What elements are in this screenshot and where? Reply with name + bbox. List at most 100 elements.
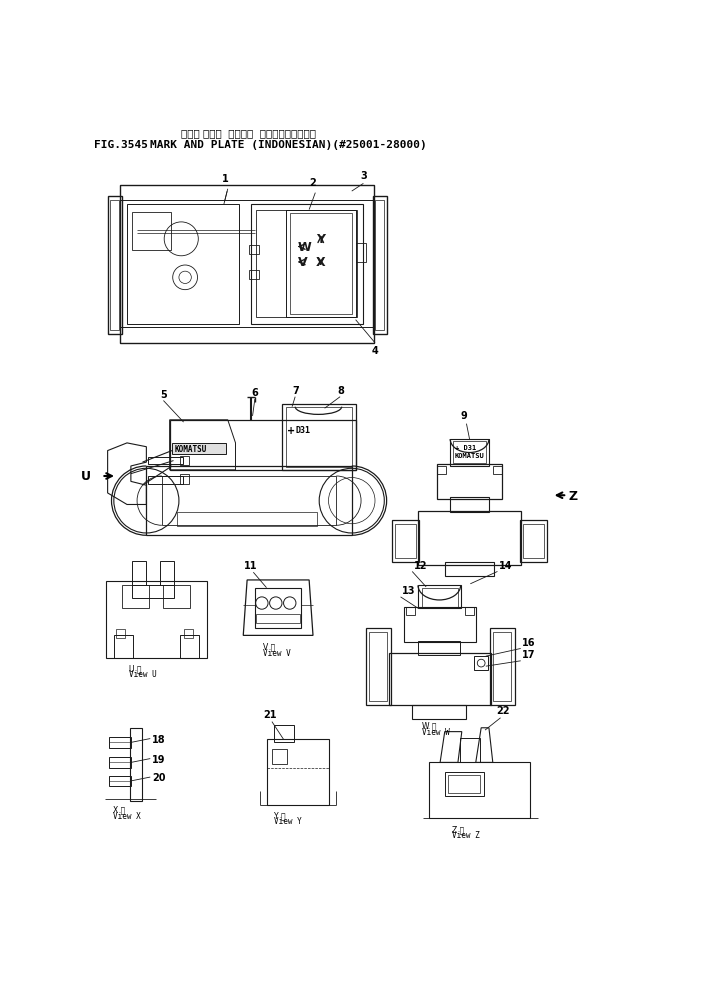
Bar [369,632,388,701]
Bar [148,457,183,465]
Bar [272,749,287,764]
Text: Y 見: Y 見 [274,810,286,819]
Text: X: X [316,256,325,269]
Text: View V: View V [263,648,290,657]
Text: 18: 18 [152,734,165,744]
Bar [180,475,189,484]
Text: View X: View X [113,811,140,820]
Bar [419,586,461,609]
Text: 21: 21 [263,709,276,719]
Bar [120,186,374,202]
Text: MARK AND PLATE (INDONESIAN)(#25001-28000): MARK AND PLATE (INDONESIAN)(#25001-28000… [150,139,427,149]
Bar [120,328,374,343]
Bar [366,628,390,705]
Bar [437,465,502,499]
Bar [249,271,259,280]
Text: X 見: X 見 [113,805,125,814]
Bar [256,614,300,624]
Bar [373,198,387,334]
Text: 5: 5 [160,389,167,399]
Text: 19: 19 [152,754,165,764]
Bar [445,563,494,577]
Bar [474,657,488,670]
Bar [177,513,317,527]
Text: Y: Y [316,233,325,246]
Text: KOMATSU: KOMATSU [455,452,484,458]
Text: 4: 4 [371,346,378,356]
Bar [419,641,460,655]
Bar [131,585,174,599]
Bar [249,246,259,255]
Text: View Z: View Z [453,830,480,840]
Bar [412,705,467,719]
Bar [490,628,515,705]
Bar [520,521,547,563]
Bar [133,213,171,251]
Text: 20: 20 [152,772,165,782]
Text: V 見: V 見 [263,642,275,651]
Bar [180,456,189,465]
Text: U 見: U 見 [129,663,142,672]
Text: 17: 17 [522,650,536,660]
Bar [266,739,328,805]
Bar [356,244,366,263]
Bar [106,581,207,658]
Text: マーク オヨビ  プレート  （インドネシアコ）: マーク オヨビ プレート （インドネシアコ） [181,128,316,138]
Bar [121,585,149,608]
Bar [256,211,357,318]
Bar [392,521,419,563]
Text: View Y: View Y [274,816,302,825]
Bar [114,635,133,658]
Bar [131,562,145,585]
Text: U: U [80,470,90,483]
Bar [465,607,474,615]
Bar [172,443,226,455]
Text: Z 見: Z 見 [453,824,465,833]
Bar [255,588,301,628]
Text: 1: 1 [222,175,229,185]
Text: 14: 14 [499,561,513,571]
Text: D31: D31 [295,425,310,434]
Bar [274,726,294,742]
Bar [445,772,484,796]
Bar [148,476,183,484]
Text: 11: 11 [244,561,258,571]
Bar [120,186,374,343]
Text: 3: 3 [360,171,366,181]
Bar [389,653,491,706]
Bar [493,466,502,474]
Bar [450,497,489,513]
Bar [116,630,126,639]
Text: 6: 6 [252,388,258,398]
Bar [109,775,131,786]
Text: 22: 22 [497,705,510,715]
Text: +: + [287,425,296,435]
Text: V: V [297,256,307,269]
Bar [448,775,480,793]
Bar [160,562,174,585]
Bar [162,476,336,526]
Bar [375,202,384,330]
Bar [405,607,476,642]
Text: View U: View U [129,670,157,679]
Text: 9: 9 [461,410,467,420]
Text: + D31: + D31 [455,445,476,451]
Bar [289,215,352,314]
Text: 8: 8 [337,386,344,396]
Bar [453,442,486,463]
Text: View W: View W [421,727,449,736]
Bar [251,205,364,324]
Bar [180,635,199,658]
Bar [286,407,352,467]
Text: FIG.3545: FIG.3545 [95,139,148,149]
Bar [493,632,511,701]
Bar [110,202,119,330]
Bar [282,405,356,470]
Text: Z: Z [569,489,578,503]
Bar [130,728,142,801]
Bar [286,211,356,318]
Bar [395,525,416,559]
Bar [162,585,190,608]
Text: 13: 13 [402,586,416,596]
Text: KOMATSU: KOMATSU [174,444,207,453]
